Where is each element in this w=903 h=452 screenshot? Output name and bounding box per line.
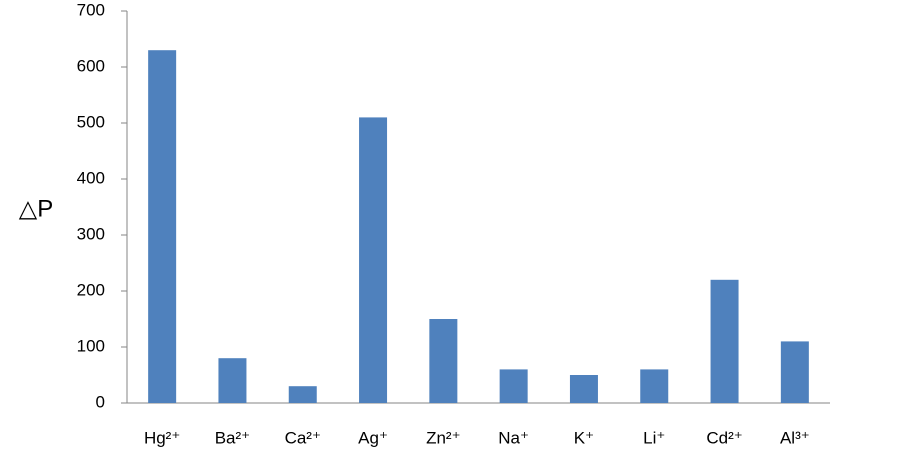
bar [710,279,739,403]
x-tick-label: Ca²⁺ [285,428,321,447]
x-tick-label: Ag⁺ [358,428,388,447]
y-tick-label: 200 [77,280,105,299]
x-tick-label: Li⁺ [643,428,665,447]
bar [218,358,247,403]
bar [288,386,317,403]
y-tick-label: 500 [77,112,105,131]
y-tick-label: 100 [77,336,105,355]
x-tick-label: Ba²⁺ [215,428,250,447]
x-tick-label: K⁺ [574,428,594,447]
x-tick-label: Al³⁺ [780,428,810,447]
y-tick-label: 0 [96,392,105,411]
bar [148,50,177,403]
bar [569,375,598,403]
y-tick-label: 400 [77,168,105,187]
bar [499,369,528,403]
bar [429,319,458,403]
y-tick-label: 300 [77,224,105,243]
y-tick-label: 600 [77,56,105,75]
y-axis-label: △P [19,195,53,222]
x-tick-label: Zn²⁺ [426,428,460,447]
bar [359,117,388,404]
bar [780,341,809,403]
x-tick-label: Hg²⁺ [144,428,180,447]
x-tick-label: Cd²⁺ [706,428,742,447]
x-tick-label: Na⁺ [498,428,529,447]
bar [640,369,669,403]
y-tick-label: 700 [77,0,105,19]
